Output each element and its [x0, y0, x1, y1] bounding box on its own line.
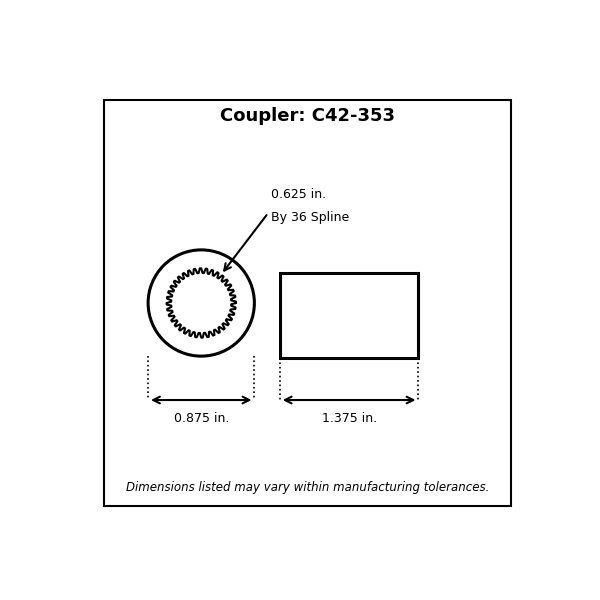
Text: 1.375 in.: 1.375 in. — [322, 412, 377, 425]
Text: Dimensions listed may vary within manufacturing tolerances.: Dimensions listed may vary within manufa… — [126, 481, 489, 494]
Bar — [280, 273, 418, 358]
Text: 0.625 in.: 0.625 in. — [271, 188, 326, 202]
Text: By 36 Spline: By 36 Spline — [271, 211, 349, 224]
Bar — [104, 100, 511, 506]
Text: 0.875 in.: 0.875 in. — [173, 412, 229, 425]
Text: Coupler: C42-353: Coupler: C42-353 — [220, 107, 395, 125]
